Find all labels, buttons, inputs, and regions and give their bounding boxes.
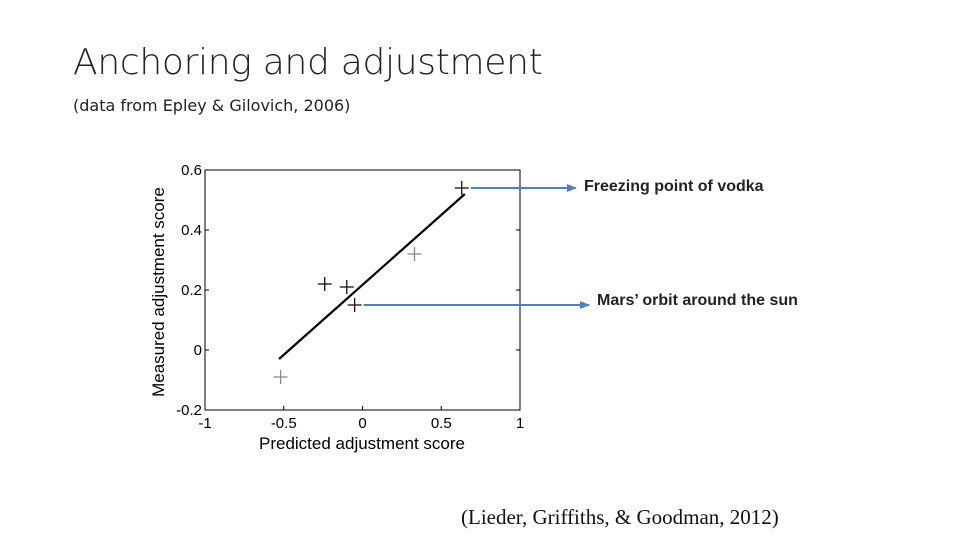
x-tick-label: 0 <box>358 415 366 432</box>
slide-title: Anchoring and adjustment <box>73 42 543 83</box>
annotation-vodka: Freezing point of vodka <box>584 178 764 195</box>
y-tick-label: 0.6 <box>181 162 202 179</box>
y-axis-label: Measured adjustment score <box>149 187 168 397</box>
points-layer <box>273 181 469 384</box>
y-tick-label: -0.2 <box>176 402 202 419</box>
ticks-layer: -1 -0.5 0 0.5 1 -0.2 0 0.2 0.4 0.6 <box>176 162 524 432</box>
y-tick-label: 0.4 <box>181 222 202 239</box>
data-point <box>273 370 288 384</box>
data-point <box>317 277 332 291</box>
citation: (Lieder, Griffiths, & Goodman, 2012) <box>461 505 779 529</box>
fit-line <box>278 193 466 360</box>
plot-frame <box>204 169 521 411</box>
x-tick-label: 1 <box>516 415 524 432</box>
y-tick-label: 0.2 <box>181 282 202 299</box>
data-point <box>339 280 354 294</box>
data-point <box>347 298 362 312</box>
slide-subtitle: (data from Epley & Gilovich, 2006) <box>73 96 351 115</box>
arrows-layer <box>363 184 590 309</box>
x-tick-label: 0.5 <box>431 415 452 432</box>
data-point <box>407 247 422 261</box>
x-tick-label: -1 <box>198 415 211 432</box>
data-point <box>454 181 469 195</box>
y-tick-label: 0 <box>194 342 202 359</box>
x-tick-label: -0.5 <box>271 415 297 432</box>
x-axis-label: Predicted adjustment score <box>259 434 465 453</box>
annotation-mars: Mars’ orbit around the sun <box>597 292 798 309</box>
fit-layer <box>278 193 466 360</box>
